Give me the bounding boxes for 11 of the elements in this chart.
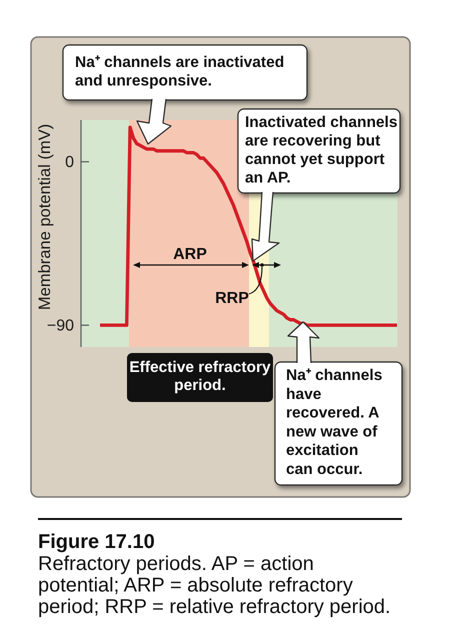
annotation: ARP (173, 246, 208, 263)
y-axis-title: Membrane potential (mV) (36, 124, 54, 310)
annotation: Inactivated channels are recovering but cannot yet support an AP. (245, 114, 398, 186)
text: Refractory periods. AP = action potential; ARP = absolute refractory period; RRP = relative refractory period. (38, 553, 391, 618)
y-tick-label: 0 (65, 154, 74, 171)
text: Figure 17.10 (38, 531, 155, 553)
annotation: RRP (215, 290, 250, 307)
text: Effective refractory period. (129, 359, 272, 394)
y-tick-label: −90 (46, 317, 74, 334)
text: Na⁺ channels are inactivated and unresponsive. (75, 54, 284, 90)
text: Na⁺ channels have recovered. A new wave of excitation can occur. (286, 367, 382, 478)
